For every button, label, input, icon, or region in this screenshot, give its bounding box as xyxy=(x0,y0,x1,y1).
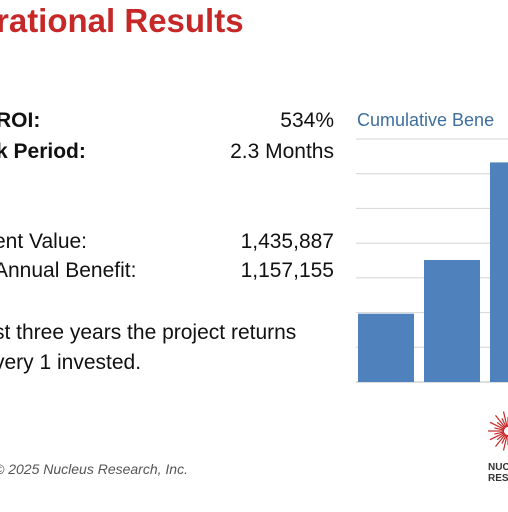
cumulative-benefit-chart xyxy=(356,138,508,383)
logo-ray xyxy=(495,415,506,429)
roi-value: 534% xyxy=(280,109,334,132)
summary-line-2: very 1 invested. xyxy=(0,351,142,374)
npv-label: ent Value: xyxy=(0,230,88,253)
annual-benefit-value: 1,157,155 xyxy=(240,259,334,282)
logo-text-line-2: RESE xyxy=(488,473,508,484)
summary-text: st three years the project returns very … xyxy=(0,318,296,378)
logo-ray xyxy=(496,421,506,429)
logo-ray xyxy=(502,411,508,428)
logo-ray xyxy=(496,433,506,441)
chart-bar-3 xyxy=(490,162,508,382)
logo-ray xyxy=(489,432,505,441)
logo-ray xyxy=(501,418,507,428)
summary-line-1: st three years the project returns xyxy=(0,321,297,344)
annual-benefit-label: Annual Benefit: xyxy=(0,259,137,282)
nucleus-logo-icon xyxy=(488,411,508,451)
logo-ray xyxy=(489,421,505,430)
npv-value: 1,435,887 xyxy=(240,230,334,253)
logo-ray xyxy=(502,434,508,451)
logo-ray xyxy=(495,433,506,447)
logo-ray xyxy=(494,431,505,435)
logo-ray xyxy=(494,427,505,431)
roi-label: ROI: xyxy=(0,109,41,132)
logo-ray xyxy=(501,434,507,444)
payback-label: k Period: xyxy=(0,140,86,163)
copyright-footer: © 2025 Nucleus Research, Inc. xyxy=(0,461,188,477)
payback-value: 2.3 Months xyxy=(230,140,334,163)
slide-title: rational Results xyxy=(0,2,244,39)
logo-text-line-1: NUC xyxy=(488,462,508,473)
chart-bar-2 xyxy=(424,260,480,382)
logo-text: NUC RESE xyxy=(488,462,508,484)
chart-bar-1 xyxy=(358,313,414,382)
chart-title: Cumulative Bene xyxy=(357,110,495,130)
